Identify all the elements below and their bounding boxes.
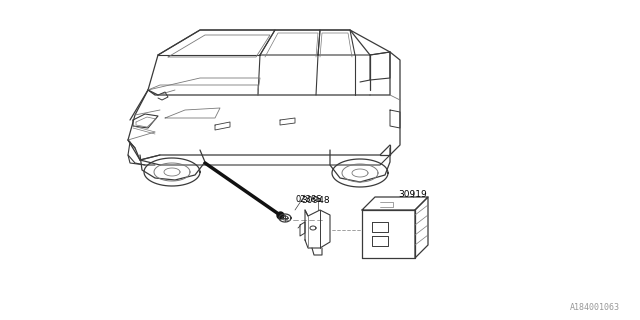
Text: A184001063: A184001063 (570, 303, 620, 312)
Text: 0238S: 0238S (295, 195, 321, 204)
Text: 30919: 30919 (399, 190, 428, 199)
Text: 30948: 30948 (301, 196, 330, 205)
